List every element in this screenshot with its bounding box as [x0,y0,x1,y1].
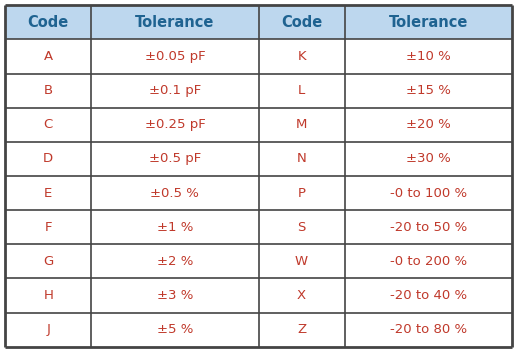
Text: W: W [295,255,308,268]
Text: D: D [43,152,53,165]
Text: A: A [43,50,53,63]
Text: N: N [297,152,307,165]
Text: -20 to 80 %: -20 to 80 % [390,323,467,336]
Text: ±15 %: ±15 % [406,84,451,97]
Text: X: X [297,289,306,302]
Text: ±0.25 pF: ±0.25 pF [145,118,205,131]
Text: K: K [297,50,306,63]
Text: -0 to 200 %: -0 to 200 % [390,255,467,268]
Text: Code: Code [27,15,69,30]
Text: ±0.5 pF: ±0.5 pF [149,152,201,165]
Text: ±1 %: ±1 % [157,221,193,234]
Text: H: H [43,289,53,302]
Text: M: M [296,118,307,131]
Text: ±10 %: ±10 % [406,50,451,63]
Text: ±0.05 pF: ±0.05 pF [145,50,205,63]
Text: L: L [298,84,305,97]
Text: B: B [43,84,53,97]
Text: ±2 %: ±2 % [157,255,193,268]
Text: C: C [43,118,53,131]
Text: J: J [47,323,50,336]
Text: Tolerance: Tolerance [389,15,468,30]
Text: Tolerance: Tolerance [135,15,215,30]
Text: ±3 %: ±3 % [157,289,193,302]
Text: -0 to 100 %: -0 to 100 % [390,187,467,200]
Text: F: F [44,221,52,234]
Text: ±20 %: ±20 % [406,118,451,131]
Text: ±30 %: ±30 % [406,152,451,165]
Text: ±0.5 %: ±0.5 % [150,187,200,200]
Text: P: P [298,187,306,200]
Text: Z: Z [297,323,306,336]
Text: Code: Code [281,15,322,30]
Text: S: S [297,221,306,234]
Text: ±0.1 pF: ±0.1 pF [149,84,201,97]
Text: -20 to 50 %: -20 to 50 % [390,221,467,234]
Text: G: G [43,255,53,268]
Text: -20 to 40 %: -20 to 40 % [390,289,467,302]
Text: ±5 %: ±5 % [157,323,193,336]
Bar [5,5,512,39]
Text: E: E [44,187,52,200]
